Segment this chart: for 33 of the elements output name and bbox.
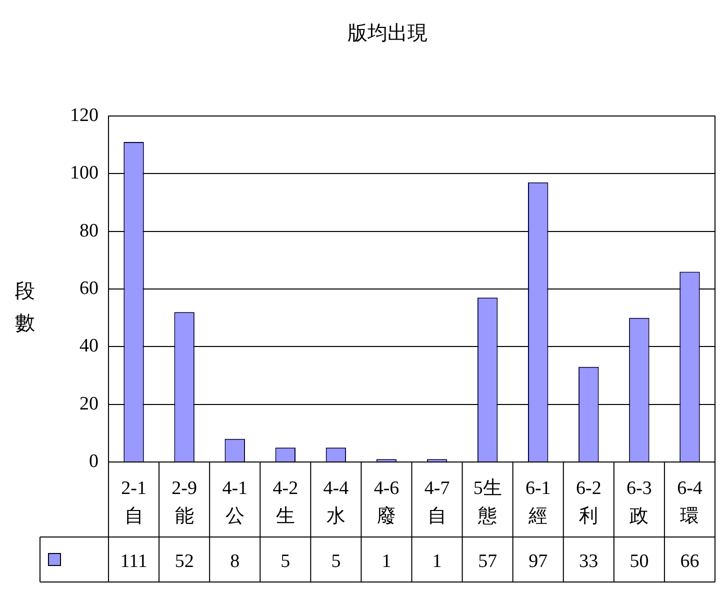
y-tick-label: 120 <box>70 104 98 126</box>
x-tick-label: 2-9能 <box>172 478 197 527</box>
data-label: 111 <box>120 550 148 572</box>
data-label: 50 <box>630 550 649 572</box>
data-label: 33 <box>579 550 598 572</box>
data-label: 66 <box>680 550 700 572</box>
x-tick-label: 6-2利 <box>576 478 602 527</box>
y-tick-label: 60 <box>80 278 98 299</box>
x-tick-label: 6-1經 <box>525 478 551 527</box>
y-tick-label: 100 <box>70 162 98 184</box>
y-tick-label: 20 <box>80 393 98 414</box>
y-tick-label: 40 <box>80 336 98 357</box>
x-tick-label: 6-4環 <box>677 478 703 527</box>
data-label: 1 <box>382 550 392 572</box>
data-label: 52 <box>174 550 194 572</box>
y-tick-label: 80 <box>80 220 98 242</box>
x-tick-label: 2-1自 <box>121 478 146 527</box>
x-tick-label: 6-3政 <box>626 478 652 527</box>
chart-title: 版均出現 <box>348 22 428 44</box>
data-label: 5 <box>331 550 341 572</box>
data-label: 57 <box>478 550 498 572</box>
y-axis-title: 段數 <box>15 280 35 334</box>
data-label: 97 <box>528 550 548 572</box>
x-tick-label: 4-1公 <box>222 478 248 527</box>
y-tick-label: 0 <box>89 450 98 472</box>
data-label: 5 <box>280 550 290 572</box>
x-tick-label: 4-4水 <box>323 478 350 527</box>
x-tick-label: 4-6廢 <box>374 478 400 527</box>
x-tick-label: 4-7自 <box>424 478 450 527</box>
data-label: 1 <box>432 550 442 572</box>
data-label: 8 <box>230 550 240 572</box>
x-tick-label: 5生態 <box>473 478 502 527</box>
x-tick-label: 4-2生 <box>272 478 298 527</box>
